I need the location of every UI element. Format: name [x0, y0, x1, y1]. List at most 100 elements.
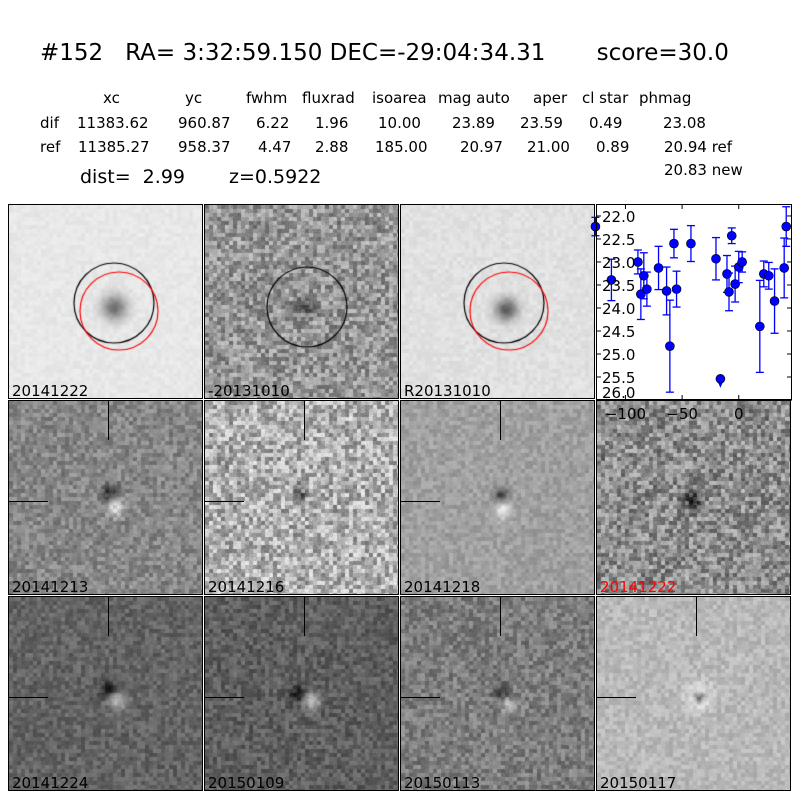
image-stamp: 20141218 [400, 400, 595, 595]
stamp-image [205, 597, 398, 790]
data-point [737, 257, 747, 267]
image-stamp: 20141224 [8, 596, 203, 791]
x-tick-label: −50 [666, 405, 698, 423]
dist-value: dist= 2.99 [80, 166, 185, 188]
crosshair-horizontal [597, 697, 636, 698]
y-tick-label: 23.0 [602, 254, 635, 272]
stamp-image [9, 401, 202, 594]
stamp-image [401, 401, 594, 594]
y-tick-label: 24.0 [602, 300, 635, 318]
stamp-date-label: 20141218 [404, 578, 481, 595]
cell-value: 20.94 ref [664, 138, 733, 156]
image-stamp: 20150113 [400, 596, 595, 791]
row-label: ref [40, 138, 61, 156]
data-point [590, 221, 601, 232]
crosshair-vertical [500, 597, 501, 636]
data-point [633, 257, 643, 267]
column-header: phmag [639, 89, 692, 107]
column-header: yc [185, 89, 203, 107]
stamp-date-label: 20141216 [208, 578, 285, 595]
stamp-date-label: R20131010 [404, 382, 491, 399]
crosshair-vertical [500, 401, 501, 440]
crosshair-vertical [304, 597, 305, 636]
data-point [724, 287, 734, 297]
stamp-image [205, 401, 398, 594]
stamp-image [205, 205, 398, 398]
cell-value: 185.00 [375, 138, 428, 156]
stamp-image [9, 205, 202, 398]
image-stamp: 20150109 [204, 596, 399, 791]
image-stamp: 20141216 [204, 400, 399, 595]
stamp-image [597, 401, 790, 594]
data-point [769, 296, 780, 306]
crosshair-horizontal [401, 697, 440, 698]
cell-value: 23.59 [520, 114, 563, 132]
x-tick-label: 0 [734, 405, 744, 423]
plot-frame [596, 204, 792, 400]
stamp-image [401, 205, 594, 398]
image-stamp: -20131010 [204, 204, 399, 399]
x-tick-label: −100 [605, 405, 646, 423]
data-point [781, 221, 792, 232]
light-curve-plot: 22.0 22.5 23.0 23.5 24.0 24.5 25.0 25.526.0 −100… [590, 204, 792, 423]
crosshair-vertical [108, 401, 109, 440]
stamp-date-label: 20141224 [12, 774, 89, 791]
data-point [779, 263, 789, 273]
cell-value: 10.00 [378, 114, 421, 132]
stamp-date-label: 20150109 [208, 774, 285, 791]
column-header: mag auto [438, 89, 510, 107]
crosshair-vertical [304, 401, 305, 440]
crosshair-horizontal [9, 501, 48, 502]
data-point [642, 284, 652, 294]
redshift-value: z=0.5922 [229, 166, 322, 188]
cell-value: 6.22 [256, 114, 290, 132]
data-point [726, 230, 737, 241]
data-point [671, 284, 682, 294]
data-point [606, 275, 617, 285]
stamp-image [401, 597, 594, 790]
row-label: dif [40, 114, 59, 132]
image-stamp: 20150117 [596, 596, 791, 791]
column-header: fluxrad [302, 89, 355, 107]
crosshair-horizontal [9, 697, 48, 698]
cell-value: 960.87 [178, 114, 231, 132]
y-tick-label: 25.5 [602, 369, 635, 387]
data-point [686, 238, 696, 249]
data-point [669, 238, 679, 249]
cell-value: 23.08 [663, 114, 706, 132]
data-point [653, 263, 664, 273]
y-tick-label: 22.5 [602, 231, 635, 249]
image-stamp: R20131010 [400, 204, 595, 399]
stamp-date-label: 20150117 [600, 774, 677, 791]
stamp-date-label: 20141213 [12, 578, 89, 595]
data-point [755, 321, 765, 332]
column-header: isoarea [372, 89, 427, 107]
column-header: xc [103, 89, 120, 107]
data-point [715, 374, 726, 384]
cell-value: 23.89 [452, 114, 495, 132]
stamp-date-label: 20150113 [404, 774, 481, 791]
cell-value: 0.89 [596, 138, 630, 156]
cell-value: 1.96 [315, 114, 349, 132]
cell-value: 11383.62 [77, 114, 149, 132]
data-point [661, 286, 672, 296]
cell-value: 20.97 [460, 138, 503, 156]
cell-value: 11385.27 [78, 138, 150, 156]
crosshair-horizontal [205, 697, 244, 698]
data-point [722, 269, 732, 279]
y-tick-label: 24.5 [602, 323, 635, 341]
column-header: aper [533, 89, 568, 107]
data-point [665, 341, 675, 351]
data-point [639, 270, 649, 281]
crosshair-vertical [696, 597, 697, 636]
y-tick-label: 22.0 [602, 208, 635, 226]
stamp-date-label: 20141222 [12, 382, 89, 399]
data-point [711, 253, 721, 264]
column-header: cl star [582, 89, 629, 107]
figure-title: #152 RA= 3:32:59.150 DEC=-29:04:34.31 sc… [40, 40, 729, 66]
crosshair-horizontal [205, 501, 244, 502]
cell-value: 21.00 [527, 138, 570, 156]
stamp-date-label: 20141222 [600, 578, 677, 595]
y-tick-label: 26.0 [602, 384, 635, 402]
